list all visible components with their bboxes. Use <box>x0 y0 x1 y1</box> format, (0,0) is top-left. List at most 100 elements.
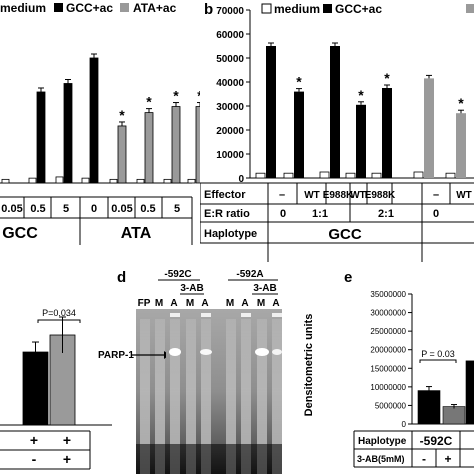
legend-ata-swatch <box>120 3 129 12</box>
y-tick-label: 70000 <box>216 6 244 17</box>
panel-a-conc: 0 <box>91 203 97 215</box>
bar-medium <box>255 172 266 179</box>
bar <box>22 351 49 426</box>
y-axis-title: Densitometric units <box>303 314 315 417</box>
haplotype-cell: -592C <box>420 434 453 448</box>
ab-cell: - <box>422 452 426 466</box>
bar-medium <box>413 171 424 179</box>
gel-lane <box>257 319 267 474</box>
row-label-er-ratio: E:R ratio <box>204 208 250 220</box>
panel-a-table: 0.05 0.5 5 0 0.05 0.5 5 GCC ATA <box>0 196 193 245</box>
panel-b-letter: b <box>204 1 213 18</box>
bar-gccac <box>382 88 392 178</box>
panel-a-conc: 5 <box>63 203 69 215</box>
significance-star: * <box>173 88 179 104</box>
lane-label: M <box>257 298 265 309</box>
gel-lane <box>226 319 236 474</box>
legend-ata-label: ATA+ac <box>133 1 177 15</box>
bar <box>417 390 441 425</box>
bar-medium <box>136 178 145 184</box>
bar-medium <box>371 172 382 179</box>
significance-star: * <box>458 95 464 111</box>
panel-c: P=0.034 + + - + <box>0 308 112 470</box>
lane-label: A <box>241 298 248 309</box>
panel-a-bars: * * * * <box>1 53 200 184</box>
gel-band <box>272 349 282 355</box>
bar-gccac <box>356 104 366 178</box>
er-ratio-cell: 1:1 <box>312 208 328 220</box>
y-tick-label: 0 <box>402 420 407 429</box>
gel-well <box>170 313 180 317</box>
bar-gccac <box>294 91 304 178</box>
panel-b-legend: medium GCC+ac <box>261 2 474 16</box>
bar-medium <box>28 177 37 184</box>
y-tick-label: 35000000 <box>370 290 406 299</box>
allele-label-a: -592A <box>236 269 263 280</box>
lane-label: M <box>155 298 163 309</box>
y-tick-label: 20000 <box>216 126 244 137</box>
panel-e: e Densitometric units 35000000 30000000 25… <box>303 269 474 468</box>
panel-a-haplotype-ata: ATA <box>121 225 152 242</box>
gel-well <box>201 313 211 317</box>
y-tick-label: 5000000 <box>375 401 407 410</box>
gel-band <box>169 348 181 356</box>
significance-bracket <box>37 319 81 323</box>
panel-c-table: + + - + <box>0 430 91 470</box>
table-cell: + <box>30 432 38 448</box>
gel-lane <box>170 319 180 474</box>
bar-gccac <box>266 46 276 178</box>
lane-label: A <box>170 298 177 309</box>
legend-gcc-label: GCC+ac <box>66 1 113 15</box>
row-label-haplotype: Haplotype <box>204 228 257 240</box>
gel-lane <box>186 319 196 474</box>
ab-cell: + <box>444 452 451 466</box>
effector-cell: WT <box>456 190 472 201</box>
effector-cell: – <box>279 189 285 201</box>
bar-ataac <box>117 125 127 184</box>
bar-medium <box>55 176 64 184</box>
y-tick-label: 40000 <box>216 78 244 89</box>
bar-gccac <box>456 113 466 178</box>
y-tick-label: 60000 <box>216 30 244 41</box>
panel-b-table: Effector E:R ratio Haplotype – WT E988K … <box>200 182 474 262</box>
panel-e-bars <box>417 360 474 425</box>
effector-cell: WT <box>350 190 366 201</box>
gel-lane <box>140 319 150 474</box>
effector-cell: WT <box>304 190 320 201</box>
bar-ataac <box>171 106 181 184</box>
bar-gccac <box>36 91 46 184</box>
panel-a-conc: 0.5 <box>30 203 45 215</box>
gel-wells <box>170 313 282 317</box>
y-tick-label: 25000000 <box>370 327 406 336</box>
gel-lane <box>272 319 282 474</box>
er-ratio-cell: 0 <box>280 208 286 220</box>
significance-star: * <box>358 87 364 103</box>
lane-label: A <box>201 298 208 309</box>
emsa-gel <box>136 309 282 474</box>
legend-extra-swatch <box>466 4 474 13</box>
bar-ataac <box>195 106 200 184</box>
gel-band <box>255 348 269 356</box>
bar-ataac <box>144 112 154 184</box>
p-value-label: P=0.034 <box>42 308 76 318</box>
y-tick-label: 30000 <box>216 102 244 113</box>
significance-bracket <box>419 359 457 363</box>
table-cell: + <box>63 451 71 467</box>
bar-medium <box>345 172 356 179</box>
treatment-label: 3-AB <box>180 283 203 294</box>
bar-medium <box>163 178 172 184</box>
table-cell: - <box>32 451 37 467</box>
legend-gcc-swatch <box>323 4 332 13</box>
lane-label: FP <box>138 298 151 309</box>
lane-label: A <box>272 298 279 309</box>
effector-cell: – <box>433 189 439 201</box>
bar-medium <box>81 177 90 184</box>
y-tick-label: 10000 <box>216 150 244 161</box>
panel-e-y-axis: 35000000 30000000 25000000 20000000 15000000… <box>370 290 412 429</box>
y-tick-label: 15000000 <box>370 364 406 373</box>
legend-medium-label: medium <box>274 2 320 16</box>
legend-medium-label: medium <box>0 1 46 15</box>
bar-medium <box>283 172 294 179</box>
y-tick-label: 10000000 <box>370 383 406 392</box>
bar-medium <box>1 178 10 184</box>
